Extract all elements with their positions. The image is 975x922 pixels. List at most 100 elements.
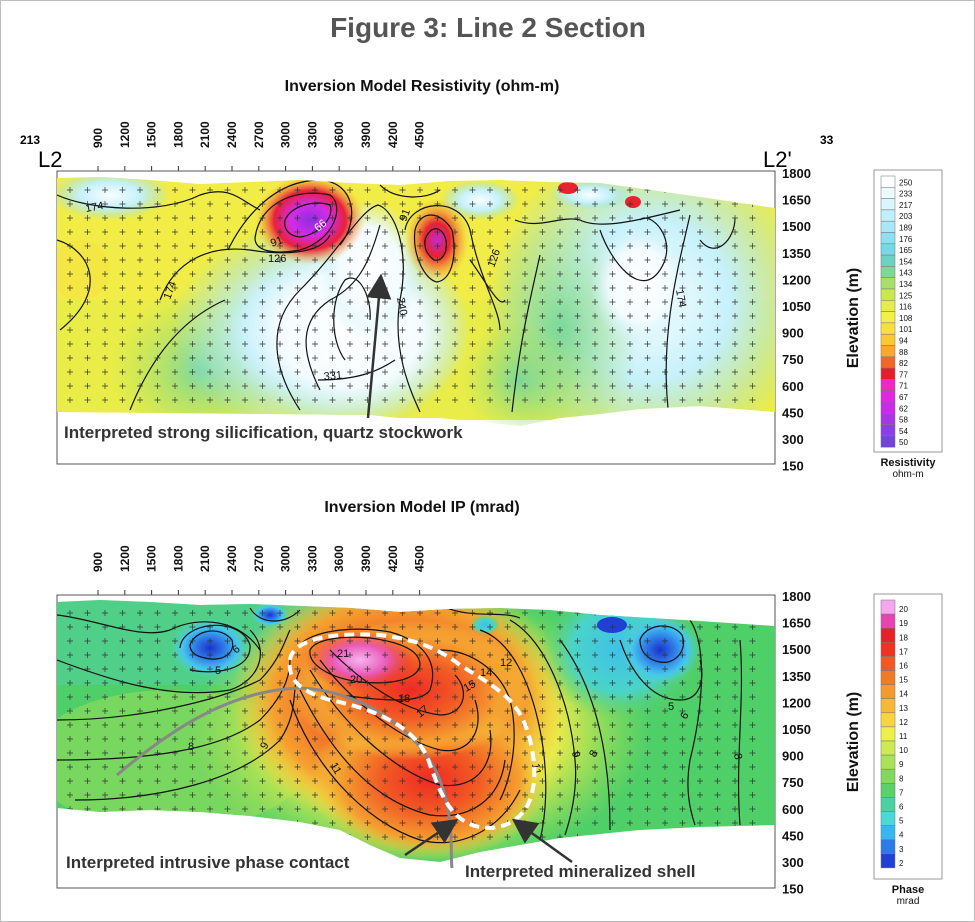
data-point-marker [557, 215, 563, 221]
data-point-marker [504, 271, 511, 277]
data-point-marker [469, 383, 476, 389]
legend-value: 20 [899, 605, 908, 614]
data-point-marker [574, 299, 581, 305]
x-tick-label: 2400 [225, 545, 239, 572]
data-point-marker [102, 792, 108, 798]
data-point-marker [294, 736, 301, 742]
data-point-marker [154, 285, 161, 291]
data-point-marker [627, 187, 633, 193]
data-point-marker [627, 397, 633, 403]
data-point-marker [714, 383, 721, 389]
data-point-marker [67, 201, 73, 207]
data-point-marker [119, 624, 126, 630]
data-point-marker [697, 694, 703, 700]
data-point-marker [417, 383, 423, 389]
data-point-marker [487, 736, 493, 742]
svg-text:18: 18 [398, 693, 410, 705]
data-point-marker [259, 680, 266, 686]
data-point-marker [749, 806, 756, 812]
data-point-marker [487, 341, 493, 347]
data-point-marker [557, 271, 563, 277]
data-point-marker [364, 313, 371, 319]
data-point-marker [312, 201, 318, 207]
data-point-marker [557, 327, 563, 333]
data-point-marker [84, 313, 91, 319]
data-point-marker [67, 271, 73, 277]
data-point-marker [452, 764, 458, 770]
data-point-marker [84, 750, 91, 756]
data-point-marker [522, 271, 528, 277]
data-point-marker [242, 638, 248, 644]
data-point-marker [452, 271, 458, 277]
data-point-marker [312, 397, 318, 403]
data-point-marker [102, 722, 108, 728]
legend-swatch [880, 853, 896, 869]
data-point-marker [399, 383, 406, 389]
data-point-marker [242, 271, 248, 277]
data-point-marker [539, 806, 546, 812]
data-point-marker [504, 666, 511, 672]
data-point-marker [627, 215, 633, 221]
data-point-marker [697, 271, 703, 277]
svg-text:174: 174 [162, 280, 180, 301]
data-point-marker [732, 341, 738, 347]
data-point-marker [679, 792, 686, 798]
data-point-marker [662, 736, 668, 742]
data-point-marker [417, 229, 423, 235]
data-point-marker [557, 736, 563, 742]
data-point-marker [557, 369, 563, 375]
data-point-marker [697, 369, 703, 375]
elevation-tick-label: 1350 [782, 669, 811, 684]
data-point-marker [329, 299, 336, 305]
data-point-marker [539, 313, 546, 319]
data-point-marker [399, 187, 406, 193]
data-point-marker [102, 341, 108, 347]
data-point-marker [434, 722, 441, 728]
data-point-marker [137, 243, 143, 249]
data-point-marker [172, 638, 178, 644]
x-tick-label: 3000 [279, 121, 293, 148]
data-point-marker [469, 369, 476, 375]
data-point-marker [277, 201, 283, 207]
data-point-marker [697, 341, 703, 347]
legend-value: 88 [899, 348, 908, 357]
data-point-marker [102, 313, 108, 319]
data-point-marker [67, 369, 73, 375]
data-point-marker [224, 341, 231, 347]
data-point-marker [714, 708, 721, 714]
data-point-marker [697, 764, 703, 770]
data-point-marker [539, 750, 546, 756]
data-point-marker [749, 215, 756, 221]
data-point-marker [224, 397, 231, 403]
data-point-marker [539, 299, 546, 305]
data-point-marker [329, 820, 336, 826]
data-point-marker [119, 201, 126, 207]
data-point-marker [399, 834, 406, 840]
data-point-marker [67, 229, 73, 235]
data-point-marker [172, 299, 178, 305]
elevation-tick-label: 750 [782, 775, 804, 790]
data-point-marker [329, 285, 336, 291]
data-point-marker [452, 257, 458, 263]
data-point-marker [242, 652, 248, 658]
data-point-marker [329, 750, 336, 756]
data-point-marker [662, 652, 668, 658]
data-point-marker [627, 271, 633, 277]
data-point-marker [487, 778, 493, 784]
svg-text:15: 15 [462, 678, 479, 695]
data-point-marker [627, 666, 633, 672]
data-point-marker [504, 834, 511, 840]
data-point-marker [259, 285, 266, 291]
data-point-marker [732, 708, 738, 714]
data-point-marker [469, 313, 476, 319]
data-point-marker [172, 778, 178, 784]
data-point-marker [452, 792, 458, 798]
data-point-marker [662, 215, 668, 221]
data-point-marker [347, 778, 353, 784]
data-point-marker [67, 285, 73, 291]
data-point-marker [714, 652, 721, 658]
data-point-marker [312, 313, 318, 319]
data-point-marker [224, 229, 231, 235]
data-point-marker [592, 229, 598, 235]
data-point-marker [487, 708, 493, 714]
